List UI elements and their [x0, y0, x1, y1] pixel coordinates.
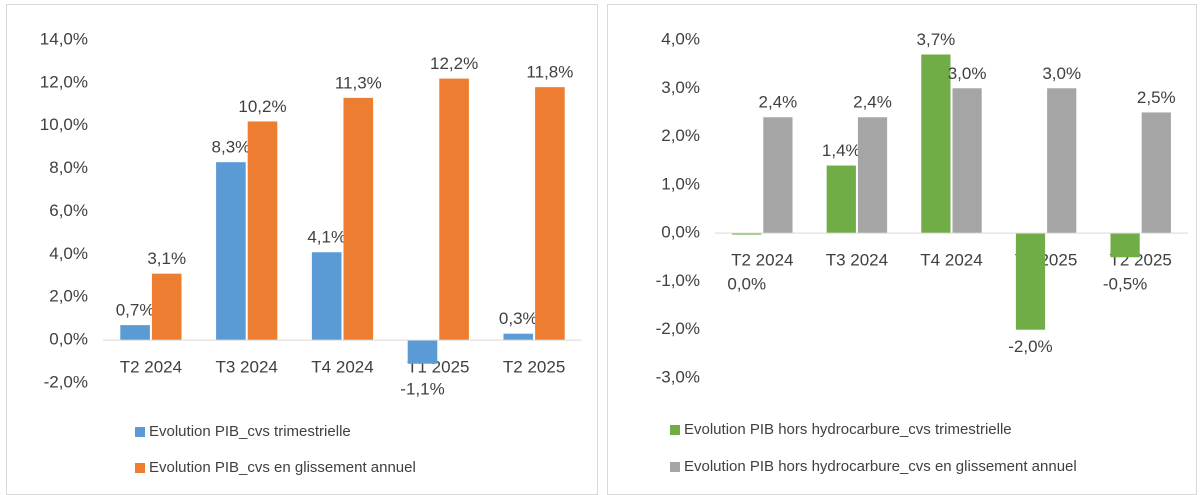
data-label: -2,0%: [1008, 337, 1052, 356]
x-tick-label: T2 2025: [503, 358, 565, 377]
y-tick-label: 4,0%: [49, 244, 88, 263]
y-tick-label: 4,0%: [661, 29, 700, 48]
data-label: 11,3%: [335, 73, 382, 92]
bar: [1141, 112, 1171, 234]
data-label: 11,8%: [526, 63, 573, 82]
y-tick-label: 6,0%: [49, 201, 88, 220]
y-tick-label: 10,0%: [40, 115, 88, 134]
data-label: 0,3%: [499, 309, 538, 328]
x-tick-label: T2 2024: [731, 251, 793, 270]
bar: [216, 162, 246, 341]
data-label: 1,4%: [822, 141, 861, 160]
y-tick-label: 12,0%: [40, 72, 88, 91]
data-label: -0,5%: [1103, 275, 1147, 294]
x-tick-label: T4 2024: [311, 358, 373, 377]
data-label: 12,2%: [430, 54, 478, 73]
y-tick-label: 2,0%: [661, 126, 700, 145]
bar: [311, 252, 342, 341]
bar: [151, 273, 182, 341]
legend-swatch: [135, 427, 145, 437]
data-label: 0,0%: [727, 275, 766, 294]
y-tick-label: 2,0%: [49, 287, 88, 306]
bar: [247, 121, 278, 341]
y-tick-label: 0,0%: [49, 330, 88, 349]
data-label: 8,3%: [212, 138, 251, 157]
y-tick-label: -2,0%: [44, 372, 88, 391]
data-label: 10,2%: [238, 97, 286, 116]
bar: [952, 88, 982, 234]
bar: [343, 97, 374, 341]
legend-swatch: [670, 462, 680, 472]
bar: [1110, 233, 1140, 258]
y-tick-label: 14,0%: [40, 29, 88, 48]
panel-border: [6, 4, 598, 495]
bar: [826, 165, 856, 234]
data-label: 3,0%: [948, 64, 987, 83]
bar: [503, 333, 534, 341]
data-label: 2,4%: [853, 93, 892, 112]
data-label: 3,0%: [1042, 64, 1081, 83]
x-tick-label: T4 2024: [920, 251, 982, 270]
bar: [120, 325, 150, 341]
data-label: 4,1%: [307, 228, 346, 247]
bar: [921, 54, 951, 234]
data-label: 3,7%: [917, 30, 956, 49]
bar: [1015, 233, 1046, 330]
legend-swatch: [135, 463, 145, 473]
bar: [535, 87, 565, 341]
y-tick-label: 3,0%: [661, 78, 700, 97]
bar: [763, 117, 793, 234]
x-tick-label: T3 2024: [216, 358, 278, 377]
data-label: 2,4%: [759, 93, 798, 112]
bar: [732, 233, 762, 235]
x-tick-label: T2 2024: [120, 358, 182, 377]
data-label: -1,1%: [400, 380, 444, 399]
y-tick-label: 0,0%: [661, 223, 700, 242]
y-tick-label: 1,0%: [661, 174, 700, 193]
legend-label: Evolution PIB hors hydrocarbure_cvs trim…: [684, 421, 1012, 438]
bar: [439, 78, 469, 341]
x-tick-label: T3 2024: [826, 251, 888, 270]
y-tick-label: 8,0%: [49, 158, 88, 177]
y-tick-label: -3,0%: [656, 367, 700, 386]
legend-label: Evolution PIB_cvs en glissement annuel: [149, 459, 416, 476]
data-label: 2,5%: [1137, 88, 1176, 107]
y-tick-label: -2,0%: [656, 319, 700, 338]
legend-label: Evolution PIB hors hydrocarbure_cvs en g…: [684, 458, 1077, 475]
y-tick-label: -1,0%: [656, 271, 700, 290]
data-label: 0,7%: [116, 301, 155, 320]
bar: [407, 340, 438, 364]
data-label: 3,1%: [147, 249, 186, 268]
bar: [1047, 88, 1077, 234]
legend-label: Evolution PIB_cvs trimestrielle: [149, 423, 351, 440]
bar: [857, 117, 888, 234]
legend-swatch: [670, 425, 680, 435]
